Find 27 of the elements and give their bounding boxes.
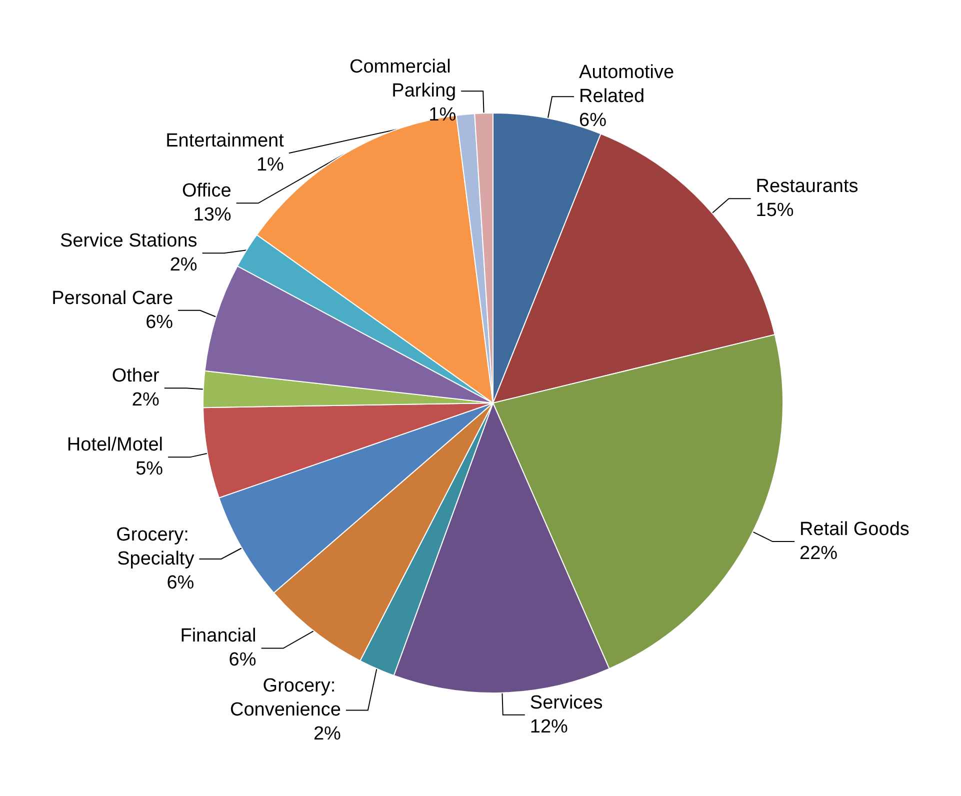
data-label: 6% [166,572,194,594]
slice-label: Services [530,692,603,714]
slice-label: Service Stations [60,230,198,252]
data-label: 22% [800,543,838,564]
slice-label: Other [112,366,160,387]
slice-label: Grocery: Convenience [230,676,341,721]
data-label: 12% [530,716,568,738]
slice-label: Commercial Parking [349,56,456,102]
data-label: 2% [313,724,342,745]
data-label: 2% [132,390,160,411]
data-label: 6% [146,312,174,333]
data-label: 6% [579,110,607,132]
slice-label: Hotel/Motel [66,434,164,456]
slice-label: Retail Goods [800,519,910,540]
slice-label: Grocery: Specialty [116,524,195,570]
data-label: 13% [193,204,232,226]
data-label: 15% [756,200,794,222]
data-label: 6% [228,650,256,671]
slice-label: Automotive Related [579,62,680,108]
data-label: 5% [136,458,164,480]
data-label: 1% [256,154,284,176]
slice-label: Office [182,180,232,202]
slice-label: Personal Care [52,288,174,309]
slice-label: Restaurants [756,176,858,198]
slice-label: Entertainment [166,130,285,152]
slice-label: Financial [180,626,256,647]
data-label: 2% [170,254,198,276]
